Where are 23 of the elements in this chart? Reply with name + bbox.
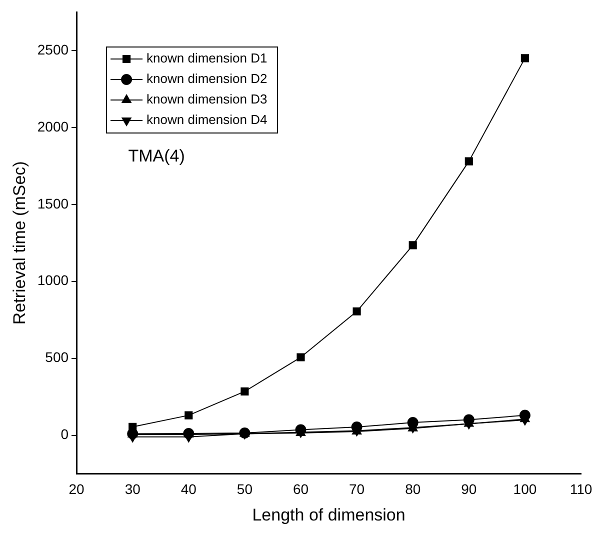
- legend-label: known dimension D1: [146, 50, 268, 66]
- x-tick-label: 20: [68, 481, 85, 498]
- legend-label: known dimension D4: [146, 112, 268, 128]
- y-tick-label: 2000: [37, 118, 69, 134]
- x-tick-label: 50: [236, 481, 253, 498]
- y-tick-label: 1500: [37, 195, 69, 212]
- legend-label: known dimension D3: [146, 92, 268, 107]
- x-tick-label: 90: [461, 481, 477, 498]
- y-tick-label: 0: [60, 426, 69, 442]
- legend-label: known dimension D2: [146, 71, 268, 86]
- y-tick-label: 500: [45, 349, 69, 366]
- x-tick-label: 40: [180, 481, 197, 498]
- x-tick-label: 110: [570, 481, 592, 498]
- y-tick-label: 1000: [37, 272, 69, 288]
- x-tick-label: 70: [349, 481, 365, 498]
- y-axis-title: Retrieval time (mSec): [10, 161, 29, 325]
- y-tick-label: 2500: [37, 41, 69, 58]
- x-tick-label: 60: [292, 481, 309, 498]
- x-tick-label: 100: [513, 481, 537, 498]
- x-tick-label: 30: [124, 481, 141, 498]
- annotation: TMA(4): [128, 146, 185, 166]
- x-axis-title: Length of dimension: [252, 505, 406, 524]
- x-tick-label: 80: [405, 481, 421, 498]
